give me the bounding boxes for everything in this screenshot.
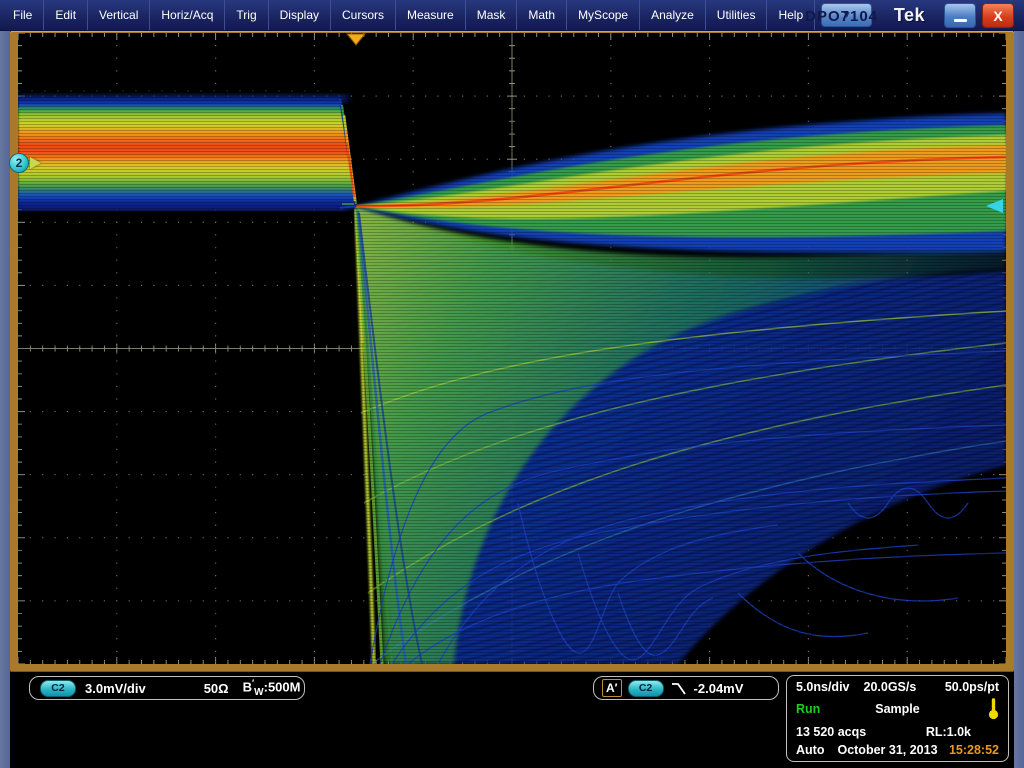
trigger-readout[interactable]: A′ C2 -2.04mV xyxy=(593,676,779,700)
waveform-display[interactable]: 2 xyxy=(9,33,1006,664)
channel-2-marker[interactable]: 2 xyxy=(9,153,41,173)
vertical-scale: 3.0mV/div xyxy=(85,680,146,696)
thermometer-icon xyxy=(988,698,999,720)
menu-mask[interactable]: Mask xyxy=(466,0,518,30)
trigger-source-badge: A′ xyxy=(602,679,622,697)
run-status: Run xyxy=(796,702,821,717)
model-watermark: DPO7104 xyxy=(805,8,878,25)
trigger-level-marker[interactable] xyxy=(986,199,1003,213)
trigger-level: -2.04mV xyxy=(693,680,744,696)
menu-measure[interactable]: Measure xyxy=(396,0,466,30)
sample-resolution: 50.0ps/pt xyxy=(944,680,999,694)
trigger-channel-badge: C2 xyxy=(627,679,664,697)
record-length: RL:1.0k xyxy=(925,724,971,739)
close-icon: X xyxy=(993,7,1003,24)
minimize-icon xyxy=(953,18,967,22)
left-edge-strip xyxy=(0,31,10,768)
menu-trig[interactable]: Trig xyxy=(225,0,269,30)
trigger-mode: Auto xyxy=(796,742,825,757)
falling-edge-icon xyxy=(671,683,686,695)
menu-vertical[interactable]: Vertical xyxy=(88,0,151,30)
acquisition-readout[interactable]: 5.0ns/div 20.0GS/s 50.0ps/pt Run Sample … xyxy=(786,675,1009,762)
menu-overflow-button[interactable]: ▼ xyxy=(821,3,873,27)
channel-badge: C2 xyxy=(40,679,76,697)
impedance: 50Ω xyxy=(203,680,229,696)
clock: 15:28:52 xyxy=(948,742,999,757)
close-button[interactable]: X xyxy=(982,3,1014,28)
menu-horiz-acq[interactable]: Horiz/Acq xyxy=(150,0,226,30)
acquisition-mode: Sample xyxy=(875,702,920,717)
tek-logo: Tek xyxy=(893,5,925,25)
persistence-waveform xyxy=(18,89,1006,664)
graticule-frame: 2 xyxy=(9,31,1014,672)
menu-analyze[interactable]: Analyze xyxy=(640,0,706,30)
sample-rate: 20.0GS/s xyxy=(863,680,917,694)
readout-bar: C2 3.0mV/div 50Ω B′W:500M A′ C2 -2.04mV … xyxy=(10,672,1014,768)
menu-bar: File Edit Vertical Horiz/Acq Trig Displa… xyxy=(0,0,1024,31)
right-edge-strip xyxy=(1014,31,1024,768)
menu-utilities[interactable]: Utilities xyxy=(706,0,768,30)
minimize-button[interactable] xyxy=(944,3,976,28)
menu-display[interactable]: Display xyxy=(269,0,331,30)
date: October 31, 2013 xyxy=(837,742,938,757)
menu-edit[interactable]: Edit xyxy=(44,0,89,30)
menu-cursors[interactable]: Cursors xyxy=(331,0,397,30)
waveform-svg xyxy=(18,33,1006,664)
trigger-position-marker[interactable] xyxy=(345,33,367,46)
chevron-down-icon: ▼ xyxy=(841,9,852,21)
channel-arrow-icon xyxy=(30,157,41,169)
timebase: 5.0ns/div xyxy=(796,680,850,694)
acquisition-count: 13 520 acqs xyxy=(796,724,867,739)
channel-2-badge: 2 xyxy=(9,153,29,173)
channel-readout[interactable]: C2 3.0mV/div 50Ω B′W:500M xyxy=(29,676,305,700)
menu-help[interactable]: Help xyxy=(767,0,816,30)
menu-math[interactable]: Math xyxy=(517,0,568,30)
menu-file[interactable]: File xyxy=(2,0,45,30)
bandwidth: B′W:500M xyxy=(242,678,301,698)
menu-myscope[interactable]: MyScope xyxy=(567,0,641,30)
